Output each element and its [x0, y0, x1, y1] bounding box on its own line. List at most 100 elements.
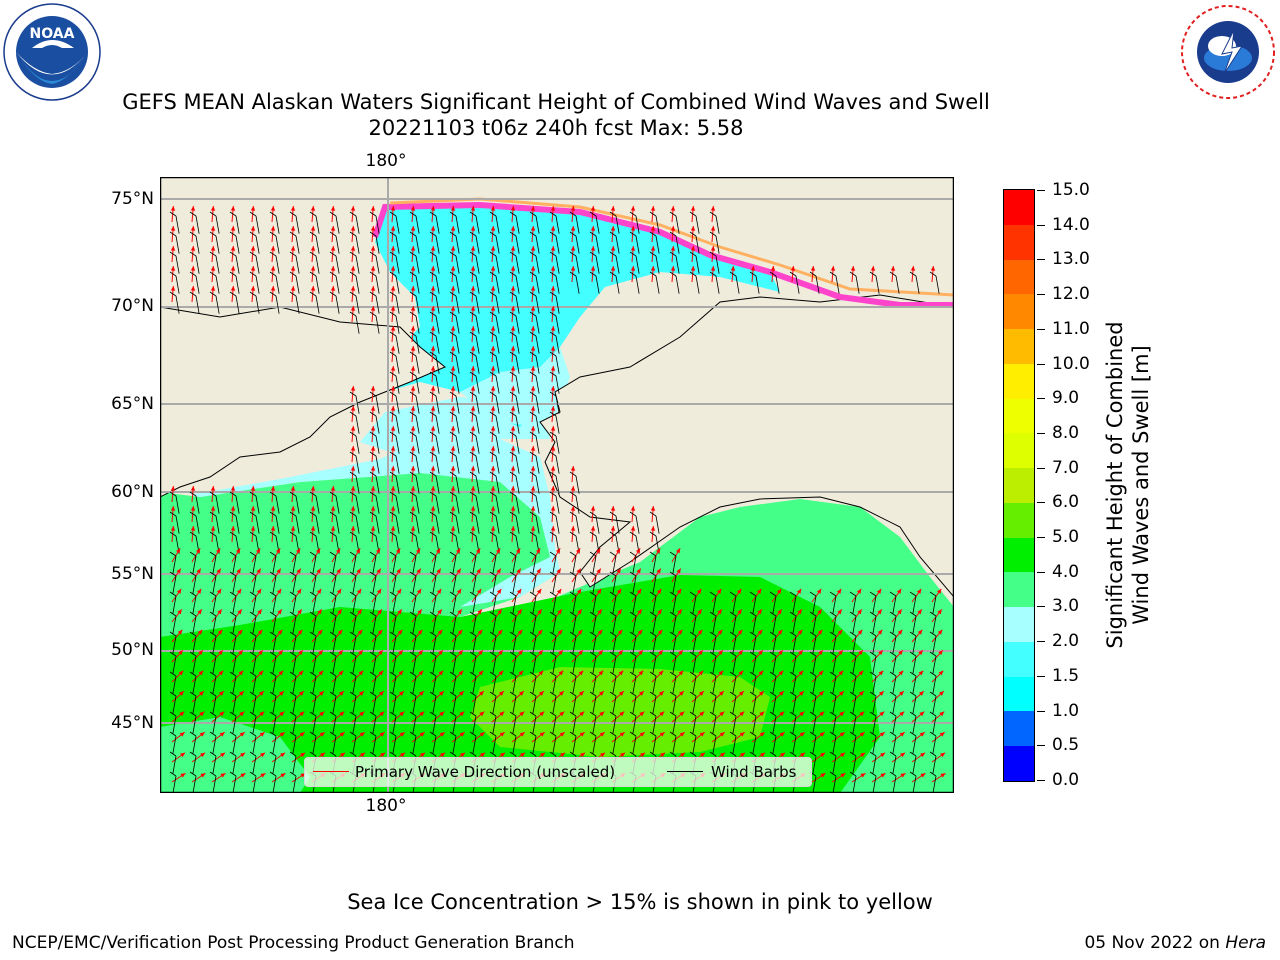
wave-arrow-head: [879, 732, 885, 737]
wind-barb: [735, 275, 740, 294]
wind-barb-flag: [429, 731, 437, 737]
wave-arrow-head: [559, 732, 565, 737]
wave-arrow-head: [630, 506, 636, 511]
wave-arrow-head: [758, 670, 764, 676]
wind-barb-flag: [369, 731, 377, 737]
wind-barb: [372, 555, 377, 574]
wind-barb: [592, 675, 597, 694]
wind-barb-flag: [629, 571, 637, 577]
sea-chukchi-outer: [460, 347, 570, 427]
wind-barb-flag: [509, 451, 517, 457]
wave-arrow-head: [450, 206, 456, 211]
wind-barb-flag: [429, 571, 437, 577]
wave-arrow-head: [519, 732, 525, 737]
wave-arrow-head: [837, 629, 843, 635]
wind-barb-flag: [849, 751, 857, 757]
wind-barb: [792, 675, 797, 694]
wave-arrow-head: [220, 752, 226, 758]
wind-barb: [455, 515, 460, 534]
wave-arrow-head: [318, 691, 324, 696]
wave-arrow-head: [759, 711, 765, 717]
wind-barb: [892, 675, 897, 694]
colorbar-tick-label: 0.5: [1052, 735, 1080, 756]
wind-barb: [595, 255, 600, 274]
wind-barb: [535, 415, 540, 434]
wave-arrow-head: [470, 426, 476, 431]
wind-barb: [512, 735, 517, 754]
wind-barb-flag: [449, 371, 457, 377]
wave-arrow-head: [659, 711, 665, 717]
footer-date: 05 Nov 2022 on Hera: [1084, 933, 1266, 953]
wave-arrow-head: [878, 650, 883, 656]
wave-arrow-head: [840, 773, 846, 778]
wind-barb-flag: [169, 511, 177, 517]
wind-barb: [552, 735, 557, 754]
wave-arrow-head: [339, 711, 345, 717]
wave-arrow-head: [679, 732, 685, 737]
wind-barb: [832, 775, 837, 793]
wind-barb-flag: [869, 711, 877, 717]
wave-arrow-head: [676, 588, 682, 594]
wind-barb: [615, 515, 620, 534]
wind-barb-flag: [189, 611, 197, 617]
wave-arrow-head: [776, 588, 782, 594]
wind-barb-flag: [609, 691, 617, 697]
colorbar-tick: [1037, 467, 1045, 469]
wind-barb-flag: [789, 691, 797, 697]
wind-barb-flag: [229, 651, 237, 657]
wind-barb-flag: [229, 531, 237, 537]
wave-arrow-head: [390, 386, 396, 391]
wind-barb: [892, 775, 897, 793]
wave-arrow-head: [390, 266, 396, 271]
wave-arrow-head: [278, 650, 283, 656]
wave-arrow-head: [430, 506, 436, 511]
wind-barb-flag: [489, 571, 497, 577]
wave-arrow-head: [550, 486, 556, 491]
wind-barb-flag: [349, 591, 357, 597]
wave-arrow-head: [539, 732, 545, 737]
wind-barb-flag: [689, 731, 697, 737]
wave-arrow-head: [857, 629, 863, 635]
wind-barb-flag: [489, 371, 497, 377]
wind-barb-flag: [269, 751, 277, 757]
wind-barb-flag: [409, 751, 417, 757]
wind-barb-flag: [209, 671, 217, 677]
wind-barb-flag: [469, 291, 477, 297]
wind-barb-flag: [169, 551, 177, 557]
wind-barb-flag: [449, 691, 457, 697]
wind-barb-flag: [369, 231, 377, 237]
wave-arrow-head: [490, 266, 496, 271]
wind-barb-flag: [589, 611, 597, 617]
map-legend: Primary Wave Direction (unscaled) Wind B…: [304, 757, 812, 787]
wind-barb: [932, 615, 937, 634]
wind-barb-flag: [249, 231, 257, 237]
wind-barb-flag: [669, 571, 677, 577]
wind-barb: [495, 355, 500, 374]
wave-arrow-head: [279, 732, 285, 737]
wind-barb-flag: [309, 271, 317, 277]
colorbar-tick-label: 5.0: [1052, 527, 1080, 548]
wind-barb-flag: [329, 551, 337, 557]
wave-arrow-head: [399, 711, 405, 717]
wind-barb: [915, 275, 920, 294]
wind-barb-flag: [329, 251, 337, 257]
wave-arrow-head: [899, 732, 905, 737]
wind-barb-flag: [649, 691, 657, 697]
wind-barb-flag: [289, 611, 297, 617]
wind-barb-flag: [489, 331, 497, 337]
wind-barb-flag: [589, 211, 597, 217]
wind-barb: [535, 315, 540, 334]
wind-barb-flag: [569, 271, 577, 277]
wind-barb: [832, 595, 837, 614]
colorbar-tick: [1037, 190, 1045, 191]
wave-arrow-head: [660, 752, 666, 758]
wave-arrow-head: [290, 526, 296, 531]
wind-barb: [852, 735, 857, 754]
footer-credit: NCEP/EMC/Verification Post Processing Pr…: [12, 933, 575, 953]
wind-barb: [372, 735, 377, 754]
wind-barb-flag: [749, 671, 757, 677]
wind-barb-flag: [669, 691, 677, 697]
wind-barb-flag: [469, 571, 477, 577]
wave-arrow-head: [198, 670, 204, 676]
wind-barb: [552, 575, 557, 594]
